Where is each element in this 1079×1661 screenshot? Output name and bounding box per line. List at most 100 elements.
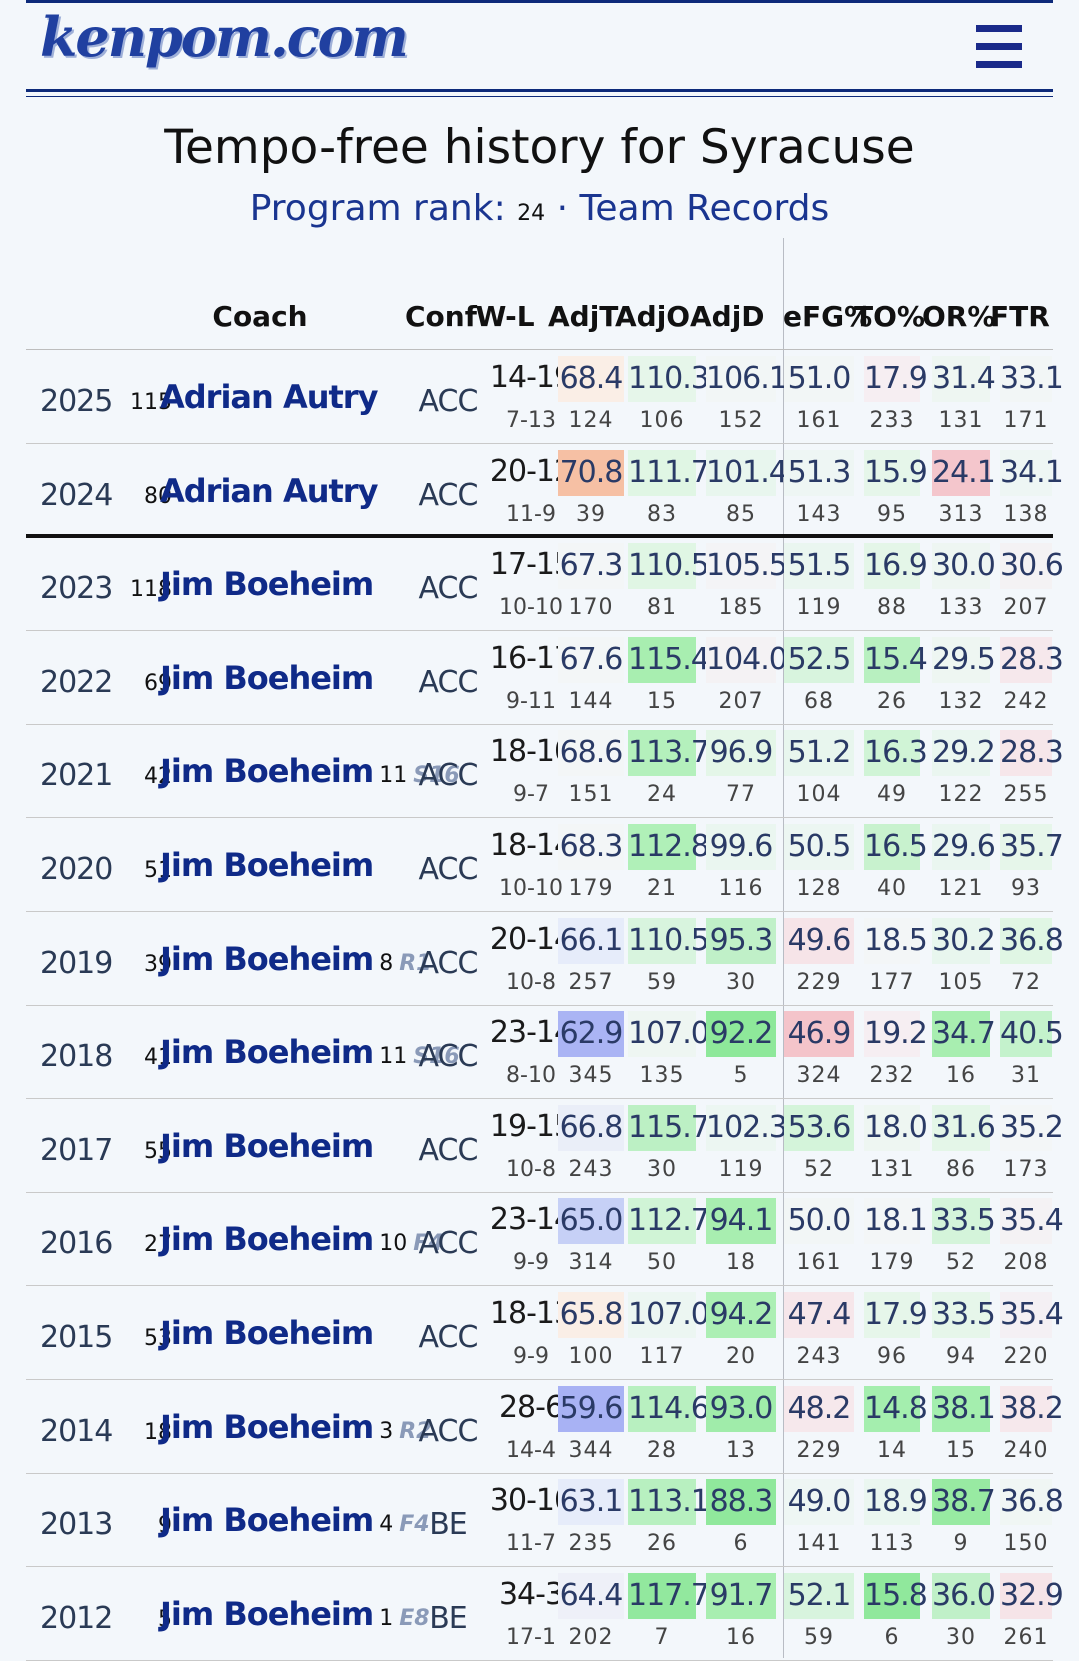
coach-name[interactable]: Jim Boeheim bbox=[160, 565, 374, 604]
stat-value: 51.0 bbox=[784, 356, 854, 402]
stat-value: 47.4 bbox=[784, 1292, 854, 1338]
coach-link[interactable]: Jim Boeheim 11 S16 bbox=[160, 752, 460, 790]
season-year[interactable]: 2021 bbox=[40, 758, 113, 794]
conference-link[interactable]: ACC bbox=[418, 664, 479, 700]
stat-rank: 243 bbox=[568, 1156, 614, 1182]
coach-name[interactable]: Jim Boeheim bbox=[160, 1126, 374, 1165]
conference-link[interactable]: ACC bbox=[418, 477, 479, 513]
table-row: 2022 69 Jim Boeheim ACC 16-17 9-11 67.6 144 115.… bbox=[26, 631, 1064, 725]
coach-link[interactable]: Adrian Autry bbox=[160, 471, 378, 510]
season-year[interactable]: 2015 bbox=[40, 1320, 113, 1355]
season-year[interactable]: 2020 bbox=[40, 852, 113, 887]
stat-rank: 94 bbox=[946, 1344, 976, 1369]
conference-link[interactable]: ACC bbox=[418, 1320, 479, 1355]
season-year[interactable]: 2014 bbox=[40, 1413, 113, 1449]
win-loss-record: 34-3 bbox=[498, 1576, 564, 1612]
season-year[interactable]: 2024 bbox=[40, 477, 113, 513]
coach-link[interactable]: Adrian Autry bbox=[160, 378, 378, 416]
team-records-link[interactable]: Team Records bbox=[579, 188, 830, 229]
column-header-adjo[interactable]: AdjO bbox=[615, 300, 691, 333]
stat-value: 117.7 bbox=[628, 1572, 710, 1619]
stat-rank: 83 bbox=[647, 501, 677, 527]
season-year[interactable]: 2022 bbox=[40, 664, 113, 700]
column-header-coach[interactable]: Coach bbox=[212, 300, 308, 333]
season-year[interactable]: 2016 bbox=[40, 1226, 113, 1262]
coach-name[interactable]: Jim Boeheim bbox=[160, 1594, 374, 1633]
coach-link[interactable]: Jim Boeheim bbox=[160, 846, 374, 884]
stat-value: 114.6 bbox=[628, 1385, 710, 1432]
conference-link[interactable]: ACC bbox=[418, 1039, 479, 1075]
coach-name[interactable]: Adrian Autry bbox=[160, 471, 378, 510]
coach-name[interactable]: Jim Boeheim bbox=[160, 658, 374, 697]
stat-value: 107.0 bbox=[628, 1011, 710, 1058]
column-header-adjd[interactable]: AdjD bbox=[690, 300, 765, 333]
conference-record: 8-10 bbox=[506, 1063, 556, 1089]
season-year[interactable]: 2025 bbox=[40, 384, 113, 419]
tournament-round-link[interactable]: F4 bbox=[399, 1512, 430, 1538]
stat-rank: 9 bbox=[953, 1531, 969, 1557]
stat-rank: 261 bbox=[1003, 1624, 1049, 1650]
column-header-wl[interactable]: W-L bbox=[475, 300, 535, 333]
coach-link[interactable]: Jim Boeheim 4 F4 bbox=[160, 1501, 430, 1539]
season-rank: 80 bbox=[144, 483, 172, 509]
coach-link[interactable]: Jim Boeheim 11 S16 bbox=[160, 1033, 460, 1071]
conference-link[interactable]: BE bbox=[429, 1507, 468, 1543]
coach-name[interactable]: Jim Boeheim bbox=[160, 1407, 374, 1446]
stat-value: 29.2 bbox=[932, 730, 996, 777]
tournament-round-link[interactable]: S16 bbox=[413, 1044, 460, 1070]
conference-link[interactable]: ACC bbox=[418, 945, 479, 981]
conference-link[interactable]: ACC bbox=[418, 1226, 479, 1262]
season-year[interactable]: 2017 bbox=[40, 1132, 113, 1168]
season-year[interactable]: 2018 bbox=[40, 1039, 113, 1075]
conference-link[interactable]: BE bbox=[429, 1600, 468, 1636]
coach-name[interactable]: Jim Boeheim bbox=[160, 1314, 374, 1352]
tournament-round-link[interactable]: R1 bbox=[399, 950, 432, 976]
column-header-to[interactable]: TO% bbox=[854, 300, 925, 333]
column-header-or[interactable]: OR% bbox=[922, 300, 996, 333]
coach-link[interactable]: Jim Boeheim bbox=[160, 1314, 374, 1352]
stat-rank: 116 bbox=[718, 876, 764, 901]
coach-link[interactable]: Jim Boeheim bbox=[160, 565, 374, 604]
tournament-round-link[interactable]: S16 bbox=[413, 763, 460, 789]
hamburger-menu-icon[interactable] bbox=[976, 25, 1022, 69]
coach-name[interactable]: Jim Boeheim bbox=[160, 846, 374, 884]
coach-link[interactable]: Jim Boeheim 8 R1 bbox=[160, 940, 431, 978]
conference-link[interactable]: ACC bbox=[418, 852, 479, 887]
tournament-round-link[interactable]: F4 bbox=[413, 1231, 444, 1257]
coach-name[interactable]: Jim Boeheim bbox=[160, 752, 374, 791]
column-header-conf[interactable]: Conf bbox=[405, 300, 477, 333]
conference-link[interactable]: ACC bbox=[418, 1132, 479, 1168]
coach-link[interactable]: Jim Boeheim 3 R2 bbox=[160, 1408, 431, 1446]
tournament-round-link[interactable]: R2 bbox=[399, 1418, 432, 1444]
site-logo[interactable]: kenpom.com bbox=[40, 5, 409, 69]
season-year[interactable]: 2012 bbox=[40, 1600, 113, 1636]
coach-link[interactable]: Jim Boeheim bbox=[160, 1126, 374, 1165]
column-header-ftr[interactable]: FTR bbox=[990, 300, 1050, 333]
coach-name[interactable]: Jim Boeheim bbox=[160, 939, 374, 978]
coach-link[interactable]: Jim Boeheim 10 F4 bbox=[160, 1220, 444, 1258]
stat-value: 19.2 bbox=[864, 1011, 928, 1058]
coach-link[interactable]: Jim Boeheim 1 E8 bbox=[160, 1595, 430, 1633]
coach-name[interactable]: Jim Boeheim bbox=[160, 1220, 374, 1259]
column-header-adjt[interactable]: AdjT bbox=[548, 300, 619, 333]
coach-name[interactable]: Jim Boeheim bbox=[160, 1033, 374, 1072]
tournament-round-link[interactable]: E8 bbox=[399, 1605, 430, 1631]
coach-link[interactable]: Jim Boeheim bbox=[160, 658, 374, 697]
stat-rank: 93 bbox=[1011, 876, 1041, 901]
column-header-efg[interactable]: eFG% bbox=[783, 300, 873, 333]
coach-name[interactable]: Adrian Autry bbox=[160, 378, 378, 416]
conference-link[interactable]: ACC bbox=[418, 758, 479, 794]
stat-value: 94.1 bbox=[706, 1198, 776, 1245]
coach-name[interactable]: Jim Boeheim bbox=[160, 1501, 374, 1540]
conference-link[interactable]: ACC bbox=[418, 384, 479, 419]
conference-link[interactable]: ACC bbox=[418, 571, 479, 607]
stat-rank: 208 bbox=[1003, 1250, 1049, 1276]
season-year[interactable]: 2023 bbox=[40, 571, 113, 607]
stat-rank: 161 bbox=[796, 408, 842, 433]
season-year[interactable]: 2013 bbox=[40, 1507, 113, 1543]
program-rank-link[interactable]: Program rank: bbox=[249, 188, 506, 229]
season-year[interactable]: 2019 bbox=[40, 945, 113, 981]
conference-link[interactable]: ACC bbox=[418, 1413, 479, 1449]
stat-rank: 345 bbox=[568, 1063, 614, 1089]
season-rank: 115 bbox=[130, 390, 172, 415]
